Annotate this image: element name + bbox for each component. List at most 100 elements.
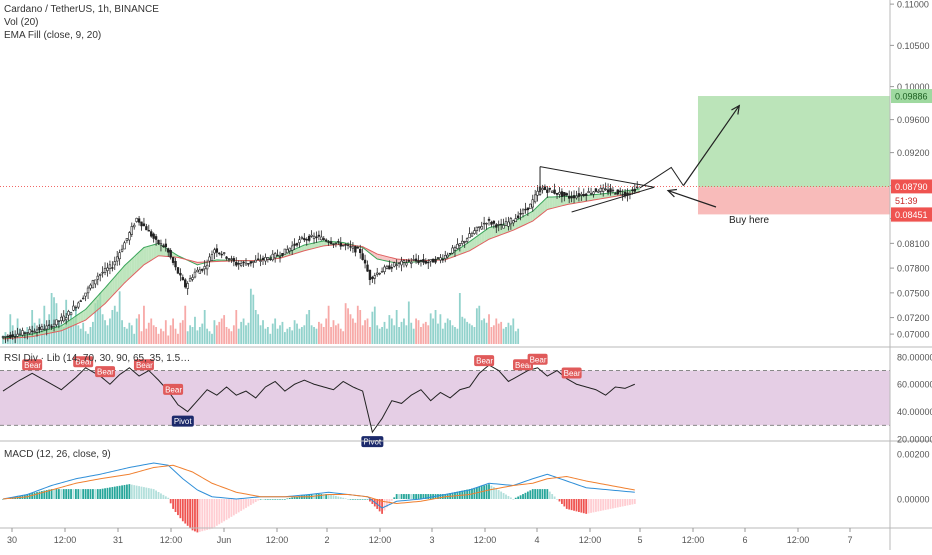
macd-histogram-bar xyxy=(384,499,386,511)
time-tick-label: 12:00 xyxy=(787,535,810,545)
price-tick-label: 0.08100 xyxy=(897,239,930,249)
ema-fill-segment xyxy=(139,250,141,270)
macd-histogram-bar xyxy=(415,494,417,499)
volume-bar xyxy=(396,310,398,344)
candle-body xyxy=(60,317,62,321)
volume-bar xyxy=(172,319,174,345)
candle-body xyxy=(622,194,624,195)
volume-bar xyxy=(231,331,233,344)
volume-bar xyxy=(162,331,164,344)
macd-tick-label: 0.00000 xyxy=(897,495,930,505)
candle-body xyxy=(354,246,356,252)
candle-body xyxy=(24,333,26,334)
macd-histogram-bar xyxy=(252,499,254,503)
candle-body xyxy=(525,209,527,210)
macd-histogram-bar xyxy=(145,488,147,499)
macd-histogram-bar xyxy=(430,494,432,499)
macd-histogram-bar xyxy=(614,499,616,508)
volume-bar xyxy=(362,325,364,344)
macd-histogram-bar xyxy=(556,499,558,500)
volume-bar xyxy=(111,310,113,344)
macd-histogram-bar xyxy=(97,489,99,499)
candle-body xyxy=(145,227,147,230)
volume-bar xyxy=(282,322,284,344)
macd-histogram-bar xyxy=(398,494,400,499)
volume-bar xyxy=(87,334,89,344)
macd-histogram-bar xyxy=(206,499,208,530)
macd-histogram-bar xyxy=(330,495,332,499)
volume-bar xyxy=(182,320,184,344)
candle-body xyxy=(634,189,636,191)
macd-histogram-bar xyxy=(235,499,237,514)
candle-body xyxy=(189,279,191,282)
candle-body xyxy=(85,293,87,296)
candle-body xyxy=(474,231,476,234)
candle-body xyxy=(573,195,575,198)
bear-label: Bear xyxy=(530,355,547,364)
volume-bar xyxy=(420,327,422,344)
candle-body xyxy=(371,277,373,279)
candle-body xyxy=(46,326,48,329)
candle-body xyxy=(165,244,167,247)
candle-body xyxy=(403,261,405,263)
candle-body xyxy=(124,243,126,249)
macd-histogram-bar xyxy=(260,499,262,500)
pivot-label: Pivot xyxy=(174,417,193,426)
candle-body xyxy=(427,262,429,263)
price-pane: Buy here xyxy=(0,96,890,344)
macd-histogram-bar xyxy=(136,486,138,499)
ema-fill-segment xyxy=(149,245,151,261)
macd-histogram-bar xyxy=(277,499,279,500)
volume-bar xyxy=(333,320,335,344)
buy-here-label: Buy here xyxy=(729,215,769,226)
volume-bar xyxy=(119,291,121,344)
candle-body xyxy=(323,239,325,240)
macd-histogram-bar xyxy=(214,499,216,527)
macd-histogram-bar xyxy=(124,485,126,499)
macd-histogram-bar xyxy=(177,499,179,515)
volume-bar xyxy=(413,329,415,344)
candle-body xyxy=(56,320,58,325)
candle-body xyxy=(561,192,563,197)
candle-body xyxy=(345,244,347,245)
macd-histogram-bar xyxy=(301,496,303,499)
volume-bar xyxy=(401,322,403,344)
volume-bar xyxy=(179,323,181,344)
macd-histogram-bar xyxy=(418,494,420,499)
candle-body xyxy=(391,267,393,268)
target-price-tag: 0.09886 xyxy=(895,92,928,102)
macd-histogram-bar xyxy=(578,499,580,512)
time-tick-label: 12:00 xyxy=(266,535,289,545)
ema-fill-segment xyxy=(552,197,554,208)
volume-bar xyxy=(218,322,220,344)
volume-bar xyxy=(442,329,444,344)
macd-histogram-bar xyxy=(141,487,143,499)
candle-body xyxy=(279,256,281,257)
volume-bar xyxy=(515,331,517,344)
rsi-legend: RSI Div · Lib (14, 70, 30, 90, 65, 35, 1… xyxy=(4,352,190,365)
price-tick-label: 0.07500 xyxy=(897,288,930,298)
price-tick-label: 0.09600 xyxy=(897,115,930,125)
volume-bar xyxy=(350,314,352,344)
volume-bar xyxy=(267,327,269,344)
macd-histogram-bar xyxy=(498,490,500,499)
candle-body xyxy=(583,194,585,195)
volume-bar xyxy=(238,329,240,344)
candle-body xyxy=(350,246,352,247)
candle-body xyxy=(80,301,82,302)
candle-body xyxy=(410,262,412,263)
candle-body xyxy=(559,192,561,194)
macd-histogram-bar xyxy=(542,489,544,499)
candle-body xyxy=(435,259,437,262)
candle-body xyxy=(483,223,485,224)
macd-histogram-bar xyxy=(279,499,281,500)
macd-histogram-bar xyxy=(410,494,412,499)
macd-histogram-bar xyxy=(512,499,514,500)
candle-body xyxy=(301,237,303,238)
volume-bar xyxy=(177,334,179,344)
ema-fill-segment xyxy=(132,257,134,277)
candle-body xyxy=(491,222,493,224)
macd-histogram-bar xyxy=(388,499,390,504)
